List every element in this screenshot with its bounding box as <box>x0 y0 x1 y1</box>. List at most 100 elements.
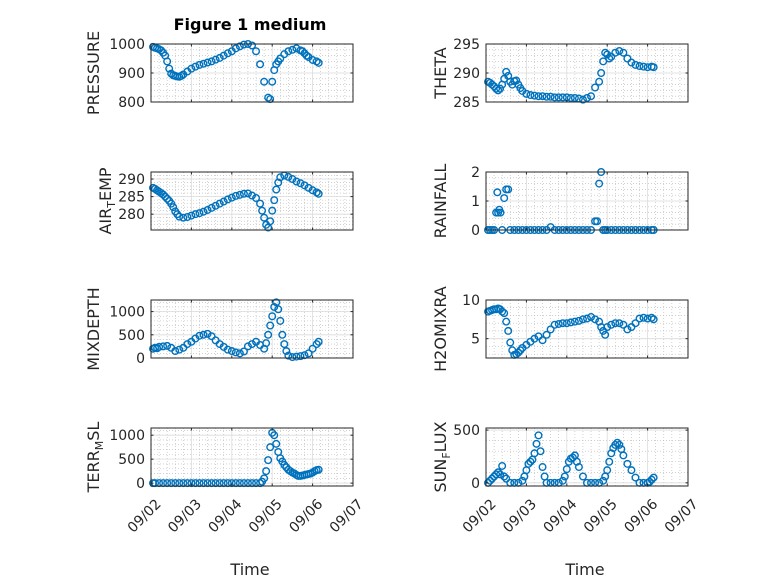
y-tick-label: 5 <box>471 332 480 348</box>
y-axis-label: TERRMSL <box>84 422 106 494</box>
data-point <box>264 456 273 465</box>
data-point <box>231 348 240 357</box>
data-point <box>175 212 184 221</box>
data-point <box>492 470 501 479</box>
data-point <box>599 476 608 485</box>
data-point <box>550 320 559 329</box>
x-tick-label: 09/04 <box>541 496 581 536</box>
data-point <box>183 212 192 221</box>
data-point <box>284 172 293 181</box>
x-tick-label: 09/04 <box>206 496 246 536</box>
data-point <box>284 47 293 56</box>
data-point <box>603 466 612 475</box>
data-point <box>179 213 188 222</box>
data-point <box>498 307 507 316</box>
x-axis-label: Time <box>229 560 269 579</box>
data-point <box>157 46 166 55</box>
data-point <box>578 472 587 481</box>
data-point <box>603 50 612 59</box>
data-point <box>270 302 279 311</box>
data-point <box>506 338 515 347</box>
y-tick-label: 0 <box>136 476 145 492</box>
data-point <box>266 443 275 452</box>
data-point <box>578 95 587 104</box>
y-tick-label: 290 <box>118 172 145 188</box>
data-point <box>601 48 610 57</box>
data-point <box>570 93 579 102</box>
data-point <box>191 210 200 219</box>
data-point <box>284 351 293 360</box>
data-point <box>496 208 505 217</box>
data-point <box>534 431 543 440</box>
data-point <box>227 193 236 202</box>
data-point <box>566 318 575 327</box>
data-point <box>536 447 545 456</box>
data-point <box>308 186 317 195</box>
data-point <box>195 209 204 218</box>
axes-frame <box>150 427 354 487</box>
data-point <box>199 207 208 216</box>
data-point <box>488 80 497 89</box>
data-point <box>203 205 212 214</box>
data-point <box>504 326 513 335</box>
data-point <box>231 44 240 53</box>
data-point <box>278 330 287 339</box>
data-point <box>615 46 624 55</box>
y-axis-label: THETA <box>431 47 450 99</box>
data-point <box>243 342 252 351</box>
data-point <box>568 453 577 462</box>
data-point <box>502 67 511 76</box>
data-point <box>514 348 523 357</box>
data-point <box>518 476 527 485</box>
data-point <box>611 440 620 449</box>
x-tick-label: 09/02 <box>125 496 165 536</box>
data-point <box>314 337 323 346</box>
data-point <box>631 473 640 482</box>
y-tick-label: 900 <box>118 66 145 82</box>
data-point <box>530 91 539 100</box>
data-point <box>183 340 192 349</box>
data-point <box>282 347 291 356</box>
x-tick-label: 09/05 <box>246 496 286 536</box>
data-point <box>558 319 567 328</box>
data-point <box>607 52 616 61</box>
data-point <box>623 459 632 468</box>
x-tick-label: 09/06 <box>621 496 661 536</box>
data-point <box>187 64 196 73</box>
y-axis-label: SUNFLUX <box>431 421 453 492</box>
data-point <box>562 465 571 474</box>
y-axis-label: MIXDEPTH <box>84 287 103 370</box>
data-point <box>603 323 612 332</box>
data-point <box>163 341 172 350</box>
data-point <box>560 472 569 481</box>
data-point <box>599 57 608 66</box>
data-point <box>649 63 658 72</box>
data-point <box>635 62 644 71</box>
data-point <box>256 199 265 208</box>
data-point <box>615 440 624 449</box>
data-point <box>554 319 563 328</box>
y-tick-label: 500 <box>118 452 145 468</box>
y-tick-label: 295 <box>453 37 480 53</box>
data-point <box>647 313 656 322</box>
data-point <box>492 84 501 93</box>
data-point <box>159 342 168 351</box>
subplot-h2omixra: 5 10 H2OMIXRA <box>431 286 689 372</box>
data-point <box>538 463 547 472</box>
data-point <box>649 473 658 482</box>
data-point <box>177 71 186 80</box>
data-point <box>227 347 236 356</box>
data-point <box>266 321 275 330</box>
data-point <box>558 476 567 485</box>
data-point <box>272 185 281 194</box>
data-point <box>623 54 632 63</box>
data-point <box>304 349 313 358</box>
y-tick-label: 285 <box>118 190 145 206</box>
data-point <box>268 77 277 86</box>
data-point <box>611 48 620 57</box>
data-point <box>296 179 305 188</box>
data-point <box>639 62 648 71</box>
data-point <box>163 194 172 203</box>
